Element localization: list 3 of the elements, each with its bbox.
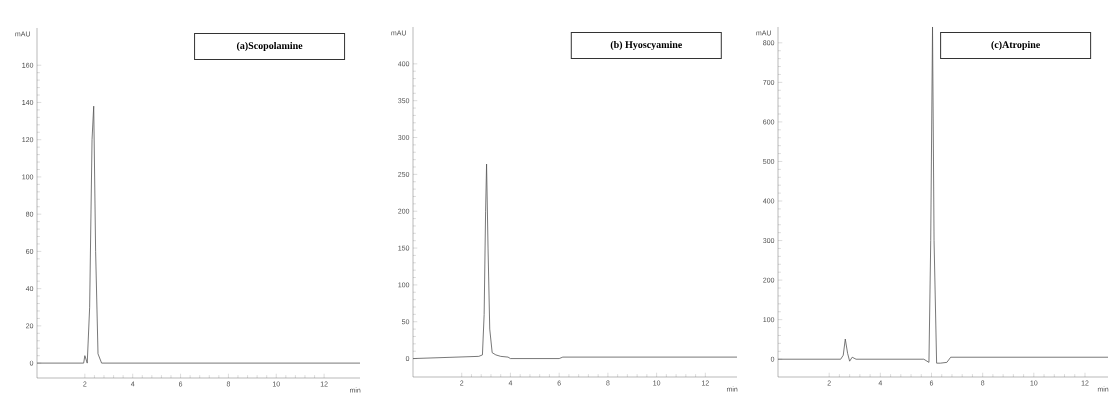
text: (a)Scopolamine bbox=[236, 41, 303, 52]
text: (c)Atropine bbox=[991, 40, 1040, 51]
text: (b) Hyoscyamine bbox=[610, 40, 683, 51]
